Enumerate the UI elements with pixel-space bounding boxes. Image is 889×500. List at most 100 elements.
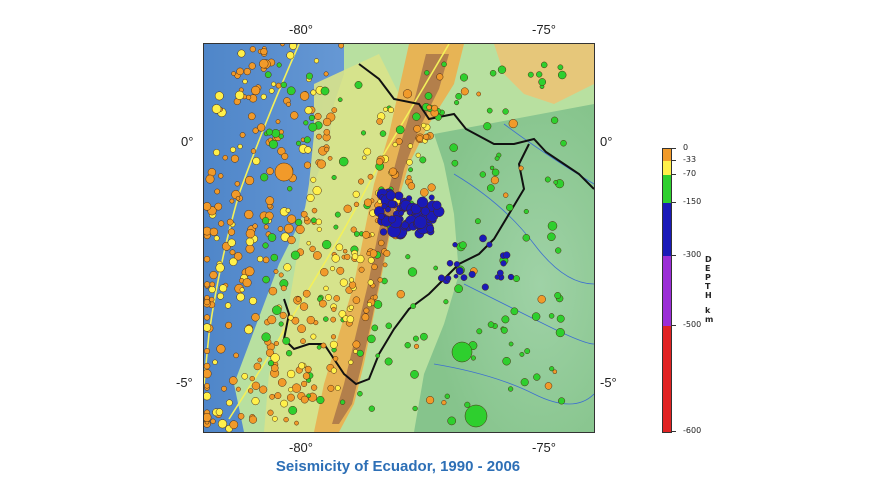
- earthquake-marker: [432, 200, 442, 210]
- earthquake-marker: [277, 147, 286, 156]
- earthquake-marker: [406, 209, 413, 216]
- earthquake-marker: [367, 334, 376, 344]
- earthquake-marker: [503, 192, 509, 198]
- earthquake-marker: [244, 325, 254, 335]
- earthquake-marker: [407, 182, 416, 190]
- earthquake-marker: [385, 322, 393, 330]
- earthquake-marker: [299, 302, 309, 311]
- earthquake-marker: [323, 316, 329, 322]
- earthquake-marker: [348, 281, 357, 289]
- earthquake-marker: [320, 342, 327, 349]
- earthquake-marker: [362, 230, 370, 239]
- earthquake-marker: [299, 91, 310, 101]
- earthquake-marker: [204, 392, 212, 401]
- earthquake-marker: [298, 362, 306, 370]
- earthquake-marker: [272, 415, 278, 422]
- earthquake-marker: [270, 353, 280, 363]
- earthquake-marker: [234, 181, 240, 187]
- earthquake-marker: [420, 332, 428, 341]
- earthquake-marker: [377, 277, 383, 283]
- earthquake-marker: [407, 143, 414, 149]
- earthquake-marker: [556, 314, 565, 323]
- right-tick-0: 0°: [600, 134, 613, 149]
- earthquake-marker: [392, 142, 398, 148]
- colorbar-seg-150-300: [663, 203, 671, 256]
- earthquake-marker: [312, 186, 322, 196]
- earthquake-marker: [333, 224, 339, 230]
- earthquake-marker: [433, 265, 439, 271]
- earthquake-marker: [242, 78, 248, 85]
- earthquake-marker: [538, 78, 547, 86]
- earthquake-marker: [555, 247, 562, 254]
- earthquake-marker: [280, 81, 287, 89]
- earthquake-marker: [263, 224, 269, 230]
- earthquake-marker: [274, 162, 294, 182]
- earthquake-marker: [204, 298, 211, 306]
- earthquake-marker: [405, 254, 411, 260]
- earthquake-marker: [486, 107, 493, 114]
- earthquake-marker: [285, 207, 291, 213]
- earthquake-marker: [363, 198, 373, 207]
- earthquake-marker: [497, 65, 507, 74]
- earthquake-marker: [273, 340, 279, 347]
- colorbar-tick: [671, 325, 676, 326]
- earthquake-marker: [453, 261, 460, 268]
- earthquake-marker: [237, 143, 243, 150]
- earthquake-marker: [294, 420, 299, 426]
- andes-peaks: [332, 54, 449, 424]
- earthquake-marker: [363, 307, 370, 314]
- earthquake-marker: [506, 203, 514, 212]
- earthquake-marker: [226, 218, 234, 226]
- earthquake-marker: [410, 370, 419, 379]
- earthquake-marker: [231, 71, 236, 76]
- earthquake-marker: [248, 415, 258, 424]
- earthquake-marker: [204, 412, 212, 422]
- earthquake-marker: [547, 232, 556, 242]
- earthquake-marker: [474, 218, 481, 225]
- earthquake-marker: [531, 312, 541, 321]
- earthquake-marker: [464, 401, 471, 408]
- earthquake-marker: [213, 149, 221, 156]
- earthquake-marker: [284, 223, 294, 234]
- earthquake-marker: [348, 304, 354, 310]
- earthquake-marker: [444, 275, 452, 282]
- earthquake-marker: [256, 255, 264, 263]
- earthquake-marker: [287, 214, 297, 224]
- earthquake-marker: [290, 111, 299, 120]
- earthquake-marker: [316, 159, 326, 169]
- earthquake-marker: [265, 196, 275, 206]
- bottom-tick-80: -80°: [289, 440, 313, 455]
- earthquake-marker: [356, 349, 364, 357]
- earthquake-marker: [233, 352, 239, 359]
- earthquake-marker: [246, 94, 252, 100]
- earthquake-marker: [427, 183, 436, 192]
- earthquake-marker: [357, 390, 363, 397]
- earthquake-marker: [379, 228, 388, 236]
- earthquake-marker: [209, 227, 219, 237]
- earthquake-marker: [426, 396, 435, 405]
- earthquake-marker: [455, 92, 463, 100]
- earthquake-marker: [306, 193, 315, 202]
- earthquake-marker: [352, 190, 360, 198]
- earthquake-marker: [209, 281, 216, 288]
- earthquake-marker: [216, 344, 226, 354]
- earthquake-marker: [308, 114, 315, 121]
- top-tick-75: -75°: [532, 22, 556, 37]
- earthquake-marker: [304, 365, 312, 373]
- earthquake-marker: [394, 191, 404, 201]
- earthquake-marker: [502, 356, 511, 366]
- earthquake-marker: [388, 167, 398, 176]
- earthquake-marker: [557, 64, 564, 71]
- depth-letter: P: [705, 273, 711, 282]
- earthquake-marker: [441, 400, 447, 406]
- earthquake-marker: [377, 213, 385, 220]
- earthquake-marker: [259, 385, 268, 394]
- earthquake-marker: [428, 194, 435, 201]
- earthquake-marker: [204, 314, 211, 321]
- earthquake-marker: [358, 178, 364, 185]
- earthquake-marker: [257, 357, 263, 363]
- earthquake-marker: [279, 311, 287, 319]
- earthquake-marker: [544, 382, 553, 390]
- earthquake-marker: [290, 250, 300, 260]
- earthquake-marker: [358, 266, 365, 273]
